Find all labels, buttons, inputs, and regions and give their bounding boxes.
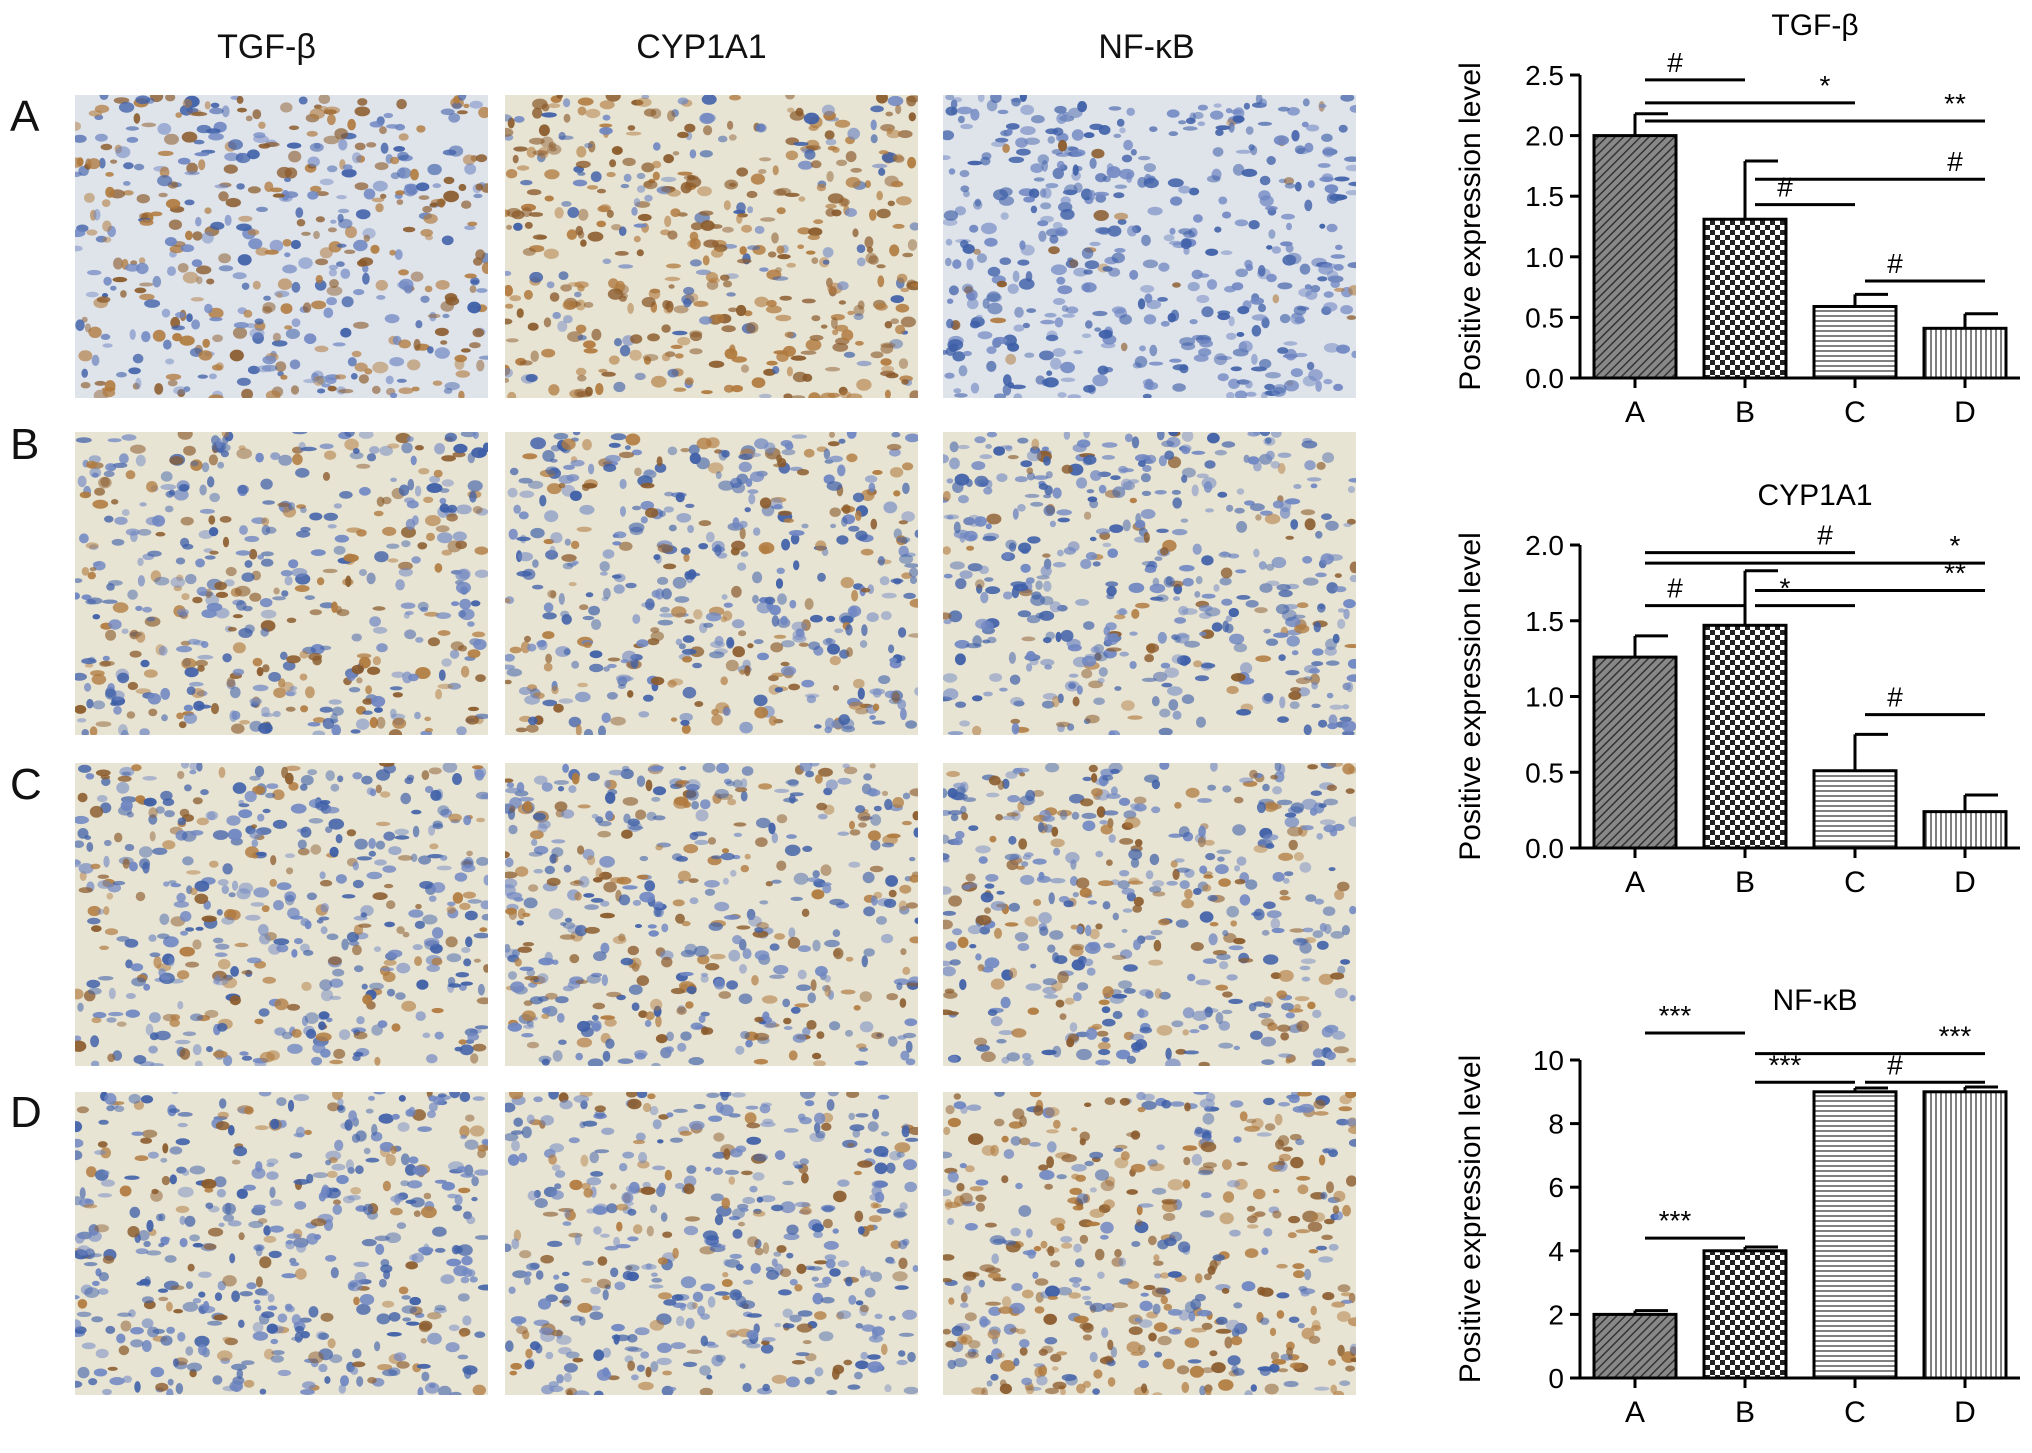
y-tick-label: 2 <box>1548 1299 1564 1330</box>
cyp1a1-bar-chart: CYP1A1 Positive expression level 0.0 0.5 1.0… <box>1420 470 2032 910</box>
micrograph-row-c-nf-kb <box>943 763 1356 1066</box>
y-tick-label: 1.0 <box>1525 682 1564 713</box>
significance-label: # <box>1667 573 1683 604</box>
row-label-a: A <box>10 92 39 142</box>
bar-a <box>1594 136 1676 378</box>
chart-cyp1a1: CYP1A1 Positive expression level 0.0 0.5 1.0… <box>1420 470 2032 915</box>
bar-b <box>1704 625 1786 848</box>
significance-label: # <box>1887 682 1903 713</box>
x-tick-label: B <box>1735 1396 1755 1429</box>
bar-b <box>1704 219 1786 378</box>
column-title-tgf-beta: TGF-β <box>60 28 473 67</box>
micrograph-row-d-nf-kb <box>943 1092 1356 1395</box>
y-tick-label: 1.0 <box>1525 242 1564 273</box>
significance-label: *** <box>1939 1021 1972 1052</box>
x-tick-label: A <box>1625 1396 1645 1429</box>
y-tick-label: 2.0 <box>1525 530 1564 561</box>
y-tick-label: 2.5 <box>1525 60 1564 91</box>
chart-tgf-beta: TGF-β Positive expression level 0.0 0.5 1.0 1… <box>1420 0 2032 445</box>
micrograph-row-b-tgf-beta <box>75 432 488 735</box>
x-tick-label: B <box>1735 396 1755 429</box>
row-label-c: C <box>10 760 42 810</box>
bar-c <box>1814 1092 1896 1378</box>
significance-label: ** <box>1944 88 1966 119</box>
bar-d <box>1924 328 2006 378</box>
column-title-cyp1a1: CYP1A1 <box>495 28 908 67</box>
x-tick-label: C <box>1844 866 1866 899</box>
bar-d <box>1924 812 2006 848</box>
significance-label: *** <box>1659 1000 1692 1031</box>
micrograph-row-b-nf-kb <box>943 432 1356 735</box>
significance-label: * <box>1820 70 1831 101</box>
significance-label: # <box>1817 520 1833 551</box>
x-tick-label: C <box>1844 396 1866 429</box>
y-tick-label: 0.0 <box>1525 363 1564 394</box>
significance-label: *** <box>1659 1205 1692 1236</box>
bar-a <box>1594 1314 1676 1378</box>
row-label-d: D <box>10 1088 42 1138</box>
bar-b <box>1704 1251 1786 1378</box>
nf-kb-bar-chart: NF-κB Positive expression level 0 2 4 6 8 10 A B C… <box>1420 960 2032 1448</box>
chart-nf-kb: NF-κB Positive expression level 0 2 4 6 8 10 A B C… <box>1420 960 2032 1453</box>
y-tick-label: 4 <box>1548 1236 1564 1267</box>
x-tick-label: B <box>1735 866 1755 899</box>
y-tick-label: 2.0 <box>1525 121 1564 152</box>
significance-label: # <box>1887 248 1903 279</box>
significance-label: # <box>1887 1049 1903 1080</box>
column-title-nf-kb: NF-κB <box>940 28 1353 67</box>
bar-a <box>1594 657 1676 848</box>
y-tick-label: 0.0 <box>1525 833 1564 864</box>
significance-label: # <box>1777 172 1793 203</box>
x-tick-label: C <box>1844 1396 1866 1429</box>
y-axis-label: Positive expression level <box>1454 62 1487 391</box>
micrograph-row-a-tgf-beta <box>75 95 488 398</box>
y-axis-label: Positive expression level <box>1454 532 1487 861</box>
x-tick-label: A <box>1625 396 1645 429</box>
significance-label: * <box>1780 573 1791 604</box>
significance-label: # <box>1947 146 1963 177</box>
significance-label: ** <box>1944 557 1966 588</box>
y-tick-label: 1.5 <box>1525 181 1564 212</box>
micrograph-row-c-cyp1a1 <box>505 763 918 1066</box>
y-tick-label: 6 <box>1548 1172 1564 1203</box>
tgf-beta-bar-chart: TGF-β Positive expression level 0.0 0.5 1.0 1… <box>1420 0 2032 440</box>
y-tick-label: 0.5 <box>1525 302 1564 333</box>
x-tick-label: D <box>1954 1396 1976 1429</box>
row-label-b: B <box>10 420 39 470</box>
micrograph-row-c-tgf-beta <box>75 763 488 1066</box>
y-tick-label: 1.5 <box>1525 606 1564 637</box>
y-tick-label: 0 <box>1548 1363 1564 1394</box>
significance-label: # <box>1667 47 1683 78</box>
significance-label: *** <box>1769 1049 1802 1080</box>
y-tick-label: 10 <box>1533 1045 1564 1076</box>
x-tick-label: D <box>1954 396 1976 429</box>
bar-c <box>1814 306 1896 378</box>
micrograph-row-a-cyp1a1 <box>505 95 918 398</box>
micrograph-row-b-cyp1a1 <box>505 432 918 735</box>
micrograph-row-d-tgf-beta <box>75 1092 488 1395</box>
micrograph-row-a-nf-kb <box>943 95 1356 398</box>
micrograph-row-d-cyp1a1 <box>505 1092 918 1395</box>
x-tick-label: D <box>1954 866 1976 899</box>
chart-title: NF-κB <box>1773 984 1858 1017</box>
bar-d <box>1924 1092 2006 1378</box>
bar-c <box>1814 771 1896 848</box>
y-tick-label: 8 <box>1548 1109 1564 1140</box>
x-tick-label: A <box>1625 866 1645 899</box>
y-axis-label: Positive expression level <box>1454 1055 1487 1384</box>
y-tick-label: 0.5 <box>1525 757 1564 788</box>
chart-title: TGF-β <box>1771 9 1858 42</box>
chart-title: CYP1A1 <box>1757 479 1872 512</box>
